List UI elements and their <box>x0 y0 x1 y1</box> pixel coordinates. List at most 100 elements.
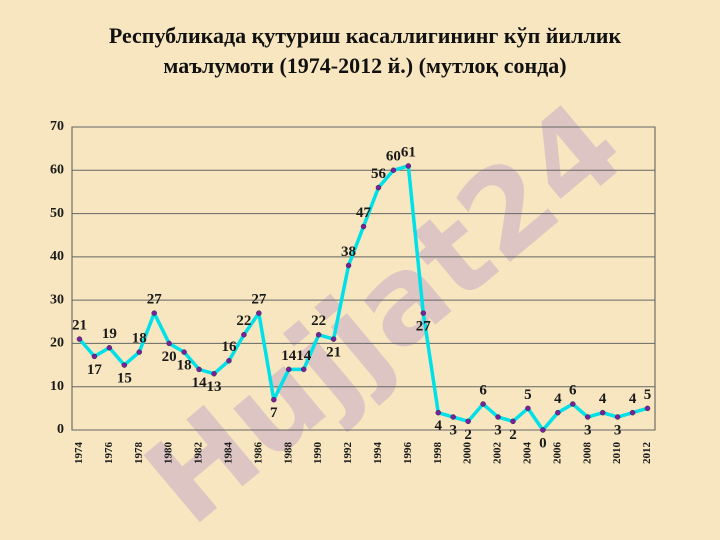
y-tick-label: 10 <box>50 379 64 394</box>
data-label: 4 <box>434 418 442 434</box>
data-label: 18 <box>132 331 147 347</box>
data-label: 14 <box>192 375 208 391</box>
marker <box>315 332 322 338</box>
data-label: 27 <box>251 292 267 308</box>
marker <box>151 310 157 316</box>
data-label: 7 <box>270 405 278 421</box>
marker <box>271 396 277 403</box>
data-label: 14 <box>281 348 297 364</box>
marker <box>405 163 412 169</box>
marker <box>345 262 352 269</box>
data-label: 47 <box>356 205 372 221</box>
data-label: 3 <box>584 422 592 438</box>
x-tick-label: 1986 <box>252 442 264 465</box>
x-tick-label: 2012 <box>641 442 653 465</box>
x-tick-label: 2004 <box>521 442 533 465</box>
marker <box>510 418 516 425</box>
marker <box>76 336 83 342</box>
x-tick-label: 1988 <box>282 442 294 465</box>
data-label: 6 <box>569 382 577 398</box>
x-tick-label: 1998 <box>432 442 444 465</box>
marker <box>420 310 427 316</box>
data-label: 5 <box>644 387 652 403</box>
data-label: 60 <box>386 149 401 165</box>
data-label: 13 <box>207 379 222 395</box>
data-label: 6 <box>479 382 487 398</box>
data-label: 22 <box>236 313 251 329</box>
y-tick-label: 60 <box>50 163 64 178</box>
x-tick-label: 1994 <box>372 442 384 465</box>
marker <box>644 405 651 412</box>
x-tick-label: 1978 <box>133 442 145 465</box>
x-tick-label: 1984 <box>222 442 234 465</box>
data-label: 38 <box>341 244 356 260</box>
data-label: 2 <box>464 427 472 443</box>
y-tick-label: 70 <box>50 119 64 134</box>
marker <box>480 401 486 407</box>
data-label: 16 <box>221 339 237 355</box>
data-label: 17 <box>87 362 103 378</box>
x-tick-label: 1980 <box>163 442 175 465</box>
data-label: 27 <box>147 292 163 308</box>
data-label: 15 <box>117 371 132 387</box>
data-label: 21 <box>326 345 341 361</box>
marker <box>614 414 621 420</box>
marker <box>465 418 471 425</box>
marker <box>136 349 143 355</box>
data-label: 61 <box>401 144 416 160</box>
marker <box>435 409 441 416</box>
x-tick-label: 2000 <box>462 442 474 465</box>
data-label: 3 <box>449 422 457 438</box>
marker <box>584 414 591 420</box>
data-label: 4 <box>554 391 562 407</box>
chart-title: Республикада қутуриш касаллигининг кўп й… <box>109 23 622 48</box>
data-label: 0 <box>539 435 547 451</box>
marker <box>555 409 561 416</box>
marker <box>570 401 576 407</box>
data-label: 21 <box>72 318 87 334</box>
y-tick-label: 20 <box>50 336 64 351</box>
y-tick-label: 50 <box>50 206 64 221</box>
marker <box>226 357 232 364</box>
marker <box>211 370 217 377</box>
data-label: 27 <box>416 319 432 335</box>
marker <box>629 409 636 416</box>
marker <box>390 167 397 174</box>
x-tick-label: 1996 <box>402 442 414 465</box>
x-tick-label: 1974 <box>73 442 85 465</box>
marker <box>181 349 187 355</box>
x-tick-label: 1982 <box>193 442 205 465</box>
x-tick-label: 2010 <box>611 442 623 465</box>
x-tick-label: 1992 <box>342 442 354 465</box>
marker <box>241 332 247 338</box>
marker <box>286 366 292 373</box>
data-label: 56 <box>371 166 387 182</box>
x-tick-label: 2008 <box>581 442 593 465</box>
marker <box>91 353 98 360</box>
marker <box>256 310 262 316</box>
marker <box>599 409 606 416</box>
marker <box>166 340 172 347</box>
data-label: 2 <box>509 427 517 443</box>
data-label: 14 <box>296 348 312 364</box>
chart-title: маълумоти (1974-2012 й.) (мутлоқ сонда) <box>163 53 566 78</box>
y-tick-label: 0 <box>57 422 64 437</box>
x-tick-label: 1990 <box>312 442 324 465</box>
x-tick-label: 2006 <box>551 442 563 465</box>
data-label: 3 <box>494 422 502 438</box>
y-tick-label: 40 <box>50 249 64 264</box>
marker <box>495 414 501 420</box>
marker <box>106 345 113 351</box>
marker <box>375 184 382 191</box>
marker <box>121 362 128 368</box>
x-tick-label: 2002 <box>492 442 504 465</box>
marker <box>360 223 367 230</box>
marker <box>540 427 546 433</box>
data-label: 4 <box>599 391 607 407</box>
data-label: 3 <box>614 422 622 438</box>
x-tick-label: 1976 <box>103 442 115 465</box>
marker <box>330 336 337 342</box>
y-tick-label: 30 <box>50 292 64 307</box>
